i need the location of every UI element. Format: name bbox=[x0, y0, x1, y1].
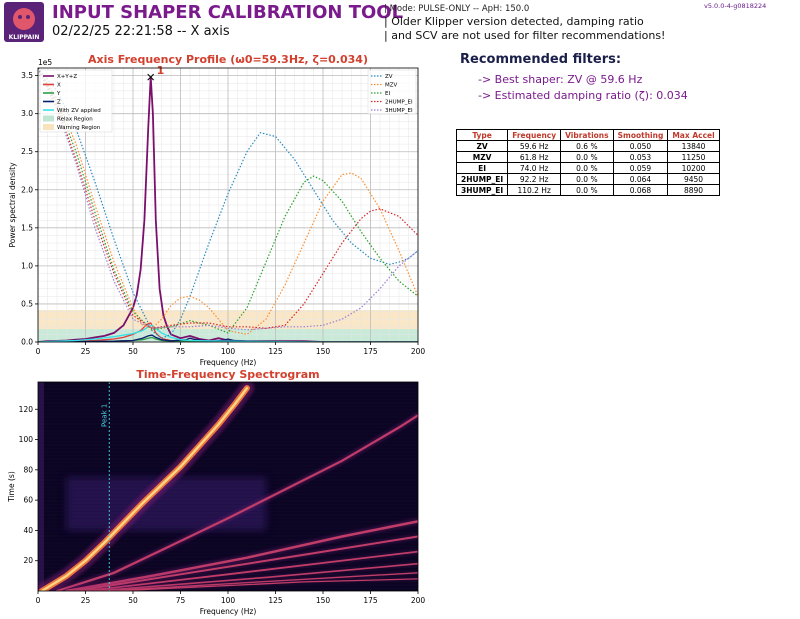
series-line bbox=[38, 68, 418, 339]
low-freq-band bbox=[38, 382, 44, 591]
spectrogram-content bbox=[38, 382, 418, 591]
y-axis-label: Time (s) bbox=[7, 471, 16, 503]
mode-info: | Mode: PULSE-ONLY -- ApH: 150.0 bbox=[384, 4, 530, 14]
legend-label: ZV bbox=[385, 74, 393, 80]
x-tick-label: 75 bbox=[176, 596, 186, 605]
filters-table-row: EI 74.0 Hz 0.0 % 0.059 10200 bbox=[455, 162, 720, 174]
filters-table: Type Frequency Vibrations Smoothing Max Acce… bbox=[455, 129, 720, 196]
peak-marker bbox=[147, 73, 155, 81]
ridge bbox=[113, 578, 418, 591]
x-axis-label: Frequency (Hz) bbox=[200, 358, 257, 367]
chart-title: Time-Frequency Spectrogram bbox=[136, 368, 319, 381]
ridge bbox=[65, 520, 418, 591]
y-tick-label: 1.5 bbox=[21, 223, 33, 232]
x-tick-label: 0 bbox=[36, 596, 41, 605]
x-tick-label: 50 bbox=[128, 347, 138, 356]
peak-marker-label: Peak 1 bbox=[100, 404, 108, 427]
x-tick-label: 150 bbox=[316, 347, 331, 356]
series-line bbox=[38, 334, 418, 342]
warning-note-line: | Older Klipper version detected, dampin… bbox=[384, 15, 644, 28]
legend-swatch bbox=[43, 115, 54, 122]
filters-table-cell: 0.0 % bbox=[560, 151, 614, 163]
peak-label: 1 bbox=[157, 64, 165, 77]
ridge-core bbox=[40, 386, 249, 591]
series-line bbox=[38, 68, 418, 336]
x-tick-label: 125 bbox=[268, 347, 283, 356]
y-tick-label: 120 bbox=[19, 405, 34, 414]
legend-label: Z bbox=[57, 100, 61, 106]
ridge bbox=[84, 550, 418, 591]
recommendations-title: Recommended filters: bbox=[460, 52, 622, 67]
x-tick-label: 200 bbox=[411, 347, 426, 356]
page-title: INPUT SHAPER CALIBRATION TOOL bbox=[52, 2, 404, 23]
legend-label: MZV bbox=[385, 83, 398, 89]
y-tick-label: 3.5 bbox=[21, 71, 33, 80]
legend-label: X bbox=[57, 83, 61, 89]
legend-label: 3HUMP_EI bbox=[385, 108, 413, 114]
y-tick-label: 1.0 bbox=[21, 261, 33, 270]
filters-table-row: 3HUMP_EI 110.2 Hz 0.0 % 0.068 8890 bbox=[455, 184, 720, 196]
y-tick-label: 0.5 bbox=[21, 299, 33, 308]
klippain-logo: KLIPPAIN bbox=[4, 2, 44, 42]
x-tick-label: 175 bbox=[363, 347, 378, 356]
x-tick-label: 25 bbox=[81, 596, 91, 605]
klippain-logo-icon: KLIPPAIN bbox=[9, 8, 40, 41]
y-tick-label: 2.5 bbox=[21, 147, 33, 156]
legend-label: Warning Region bbox=[57, 125, 101, 131]
y-tick-label: 80 bbox=[23, 465, 33, 474]
chart-title: Axis Frequency Profile (ω0=59.3Hz, ζ=0.0… bbox=[88, 53, 368, 66]
y-tick-label: 40 bbox=[23, 526, 33, 535]
damping-ratio-line: -> Estimated damping ratio (ζ): 0.034 bbox=[478, 89, 688, 102]
legend-label: X+Y+Z bbox=[57, 74, 77, 80]
y-multiplier: 1e5 bbox=[38, 58, 52, 67]
legend-label: Y bbox=[56, 91, 61, 97]
filters-table-cell: 3HUMP_EI bbox=[455, 184, 509, 196]
logo-text: KLIPPAIN bbox=[9, 34, 40, 41]
filters-table-cell: 8890 bbox=[667, 184, 720, 196]
x-tick-label: 150 bbox=[316, 596, 331, 605]
y-tick-label: 0.0 bbox=[21, 338, 33, 347]
legend-label: Relax Region bbox=[57, 117, 93, 123]
page-subtitle: 02/22/25 22:21:58 -- X axis bbox=[52, 24, 230, 39]
x-tick-label: 50 bbox=[128, 596, 138, 605]
legend-swatch bbox=[43, 124, 54, 130]
x-tick-label: 125 bbox=[268, 596, 283, 605]
filters-table-header: Type Frequency Vibrations Smoothing Max Acce… bbox=[455, 129, 720, 141]
y-tick-label: 20 bbox=[23, 556, 33, 565]
x-tick-label: 75 bbox=[176, 347, 186, 356]
series-line bbox=[38, 68, 418, 334]
series-line bbox=[38, 68, 418, 331]
version-label: v5.0.0-4-g0818224 bbox=[704, 2, 767, 10]
filters-table-cell: 0.068 bbox=[612, 184, 669, 196]
y-tick-label: 2.0 bbox=[21, 185, 33, 194]
ridge bbox=[94, 562, 418, 591]
warning-note-line: | and SCV are not used for filter recomm… bbox=[384, 29, 666, 42]
x-tick-label: 200 bbox=[411, 596, 426, 605]
x-tick-label: 100 bbox=[221, 596, 236, 605]
spectrogram-chart: Peak 1 0 25 50 75 100 125 150 175 200 20 40 60 80 100 1… bbox=[7, 368, 425, 616]
y-tick-label: 100 bbox=[19, 435, 34, 444]
x-tick-label: 0 bbox=[36, 347, 41, 356]
best-shaper-line: -> Best shaper: ZV @ 59.6 Hz bbox=[478, 73, 643, 86]
series-line bbox=[38, 324, 418, 342]
legend-label: EI bbox=[385, 91, 390, 97]
filters-table-cell: 110.2 Hz bbox=[507, 184, 562, 196]
x-tick-label: 100 bbox=[221, 347, 236, 356]
ridge bbox=[75, 535, 418, 591]
filters-table-cell: 0.0 % bbox=[560, 184, 614, 196]
frequency-profile-chart: 1 0 25 50 75 100 125 150 175 200 0.0 0.5 1.0 1.5 2.0 2.… bbox=[8, 53, 425, 367]
y-axis-label: Power spectral density bbox=[8, 162, 17, 248]
warning-notes: | Older Klipper version detected, dampin… bbox=[384, 15, 665, 43]
x-axis-label: Frequency (Hz) bbox=[200, 607, 257, 616]
legend-label: With ZV applied bbox=[57, 108, 101, 114]
x-tick-label: 175 bbox=[363, 596, 378, 605]
series-group bbox=[38, 68, 418, 342]
legend-right-box bbox=[367, 69, 417, 115]
y-tick-label: 60 bbox=[23, 496, 33, 505]
legend-label: 2HUMP_EI bbox=[385, 100, 413, 106]
y-tick-label: 3.0 bbox=[21, 109, 33, 118]
x-tick-label: 25 bbox=[81, 347, 91, 356]
ridge bbox=[55, 414, 418, 591]
